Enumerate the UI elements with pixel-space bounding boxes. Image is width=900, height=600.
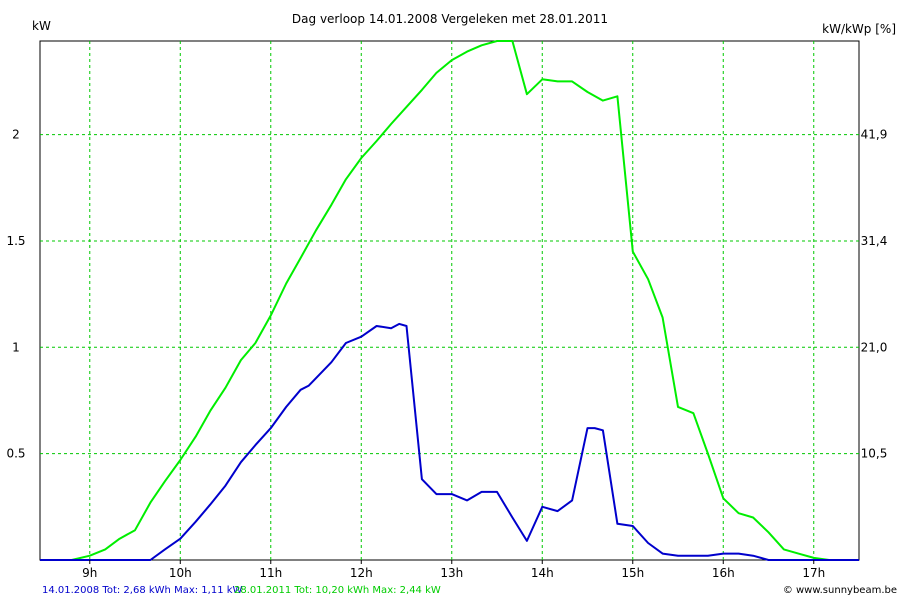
tick-label-x-16h: 16h — [712, 566, 735, 580]
plot-frame — [39, 40, 860, 561]
tick-label-x-14h: 14h — [531, 566, 554, 580]
chart-title: Dag verloop 14.01.2008 Vergeleken met 28… — [292, 12, 608, 26]
legend-series-1: 14.01.2008 Tot: 2,68 kWh Max: 1,11 kW — [42, 585, 243, 596]
tick-label-x-17h: 17h — [802, 566, 825, 580]
series-line-28.01.2011 — [40, 40, 859, 561]
credit-text: © www.sunnybeam.be — [783, 585, 897, 596]
tick-label-left-0.5: 0.5 — [6, 447, 25, 461]
tick-label-right-21,0: 21,0 — [861, 340, 888, 354]
tick-label-x-11h: 11h — [259, 566, 282, 580]
tick-label-x-15h: 15h — [621, 566, 644, 580]
tick-label-right-41,9: 41,9 — [861, 128, 888, 142]
tick-label-left-1: 1 — [12, 340, 20, 354]
tick-label-x-10h: 10h — [169, 566, 192, 580]
tick-label-left-1.5: 1.5 — [6, 234, 25, 248]
y-axis-left-label: kW — [32, 19, 51, 33]
tick-label-left-2: 2 — [12, 128, 20, 142]
tick-label-x-9h: 9h — [82, 566, 97, 580]
tick-label-x-12h: 12h — [350, 566, 373, 580]
tick-label-x-13h: 13h — [440, 566, 463, 580]
tick-label-right-10,5: 10,5 — [861, 447, 888, 461]
series-line-14.01.2008 — [40, 322, 859, 561]
y-axis-right-label: kW/kWp [%] — [822, 22, 896, 36]
legend-series-2: 28.01.2011 Tot: 10,20 kWh Max: 2,44 kW — [234, 585, 441, 596]
tick-label-right-31,4: 31,4 — [861, 234, 888, 248]
